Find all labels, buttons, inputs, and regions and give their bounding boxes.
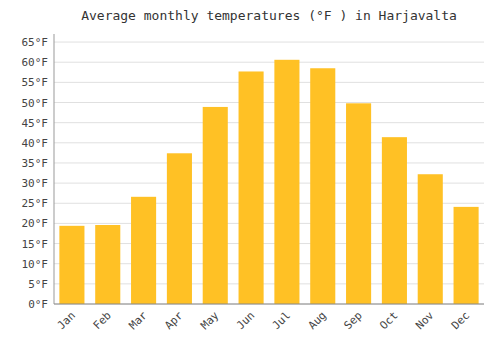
grid-line: [54, 82, 484, 83]
x-tick-label: Sep: [341, 309, 364, 332]
grid-line: [54, 162, 484, 163]
x-tick-label: Aug: [306, 309, 329, 332]
y-tick-label: 50°F: [22, 97, 49, 110]
y-tick-label: 45°F: [22, 117, 49, 130]
x-tick-label: Oct: [377, 309, 400, 332]
grid-line: [54, 142, 484, 143]
x-tick-label: Dec: [449, 309, 472, 332]
x-tick-label: Jul: [270, 309, 293, 332]
x-axis-line: [54, 304, 484, 305]
y-tick-label: 15°F: [22, 238, 49, 251]
bar: [454, 207, 479, 304]
bar: [59, 226, 84, 304]
y-tick-label: 25°F: [22, 197, 49, 210]
bar: [203, 107, 228, 304]
bar: [346, 103, 371, 304]
y-tick-label: 65°F: [22, 36, 49, 49]
y-tick-label: 40°F: [22, 137, 49, 150]
y-tick-label: 35°F: [22, 157, 49, 170]
grid-line: [54, 42, 484, 43]
y-axis: 0°F 5°F 10°F 15°F 20°F 25°F 30°F 35°F 40°F 45°F 50…: [22, 34, 485, 311]
x-tick-label: Jun: [234, 309, 257, 332]
x-tick-label: May: [198, 309, 222, 333]
y-tick-label: 20°F: [22, 217, 49, 230]
chart-container: Average monthly temperatures (°F ) in Ha…: [0, 0, 500, 350]
bar: [418, 174, 443, 304]
x-tick-label: Feb: [91, 309, 114, 332]
x-tick-label: Jan: [55, 309, 78, 332]
x-tick-label: Nov: [413, 309, 437, 333]
bar: [382, 137, 407, 304]
bar: [310, 68, 335, 304]
bars: [59, 60, 478, 304]
y-tick-label: 10°F: [22, 258, 49, 271]
y-tick-label: 5°F: [28, 278, 48, 291]
y-tick-label: 0°F: [28, 298, 48, 311]
y-tick-label: 60°F: [22, 56, 49, 69]
grid-line: [54, 62, 484, 63]
bar: [274, 60, 299, 304]
y-axis-line: [54, 34, 55, 304]
bar: [239, 71, 264, 304]
grid-line: [54, 304, 484, 305]
grid-line: [54, 102, 484, 103]
y-tick-label: 30°F: [22, 177, 49, 190]
x-tick-label: Mar: [126, 309, 150, 333]
bar: [167, 153, 192, 304]
x-axis: Jan Feb Mar Apr May Jun Jul Aug Sep Oct Nov Dec: [54, 304, 484, 332]
y-tick-label: 55°F: [22, 76, 49, 89]
chart-svg: Average monthly temperatures (°F ) in Ha…: [0, 0, 500, 350]
x-tick-label: Apr: [162, 309, 186, 333]
grid-line: [54, 122, 484, 123]
bar: [131, 197, 156, 304]
chart-title: Average monthly temperatures (°F ) in Ha…: [81, 8, 457, 23]
bar: [95, 225, 120, 304]
